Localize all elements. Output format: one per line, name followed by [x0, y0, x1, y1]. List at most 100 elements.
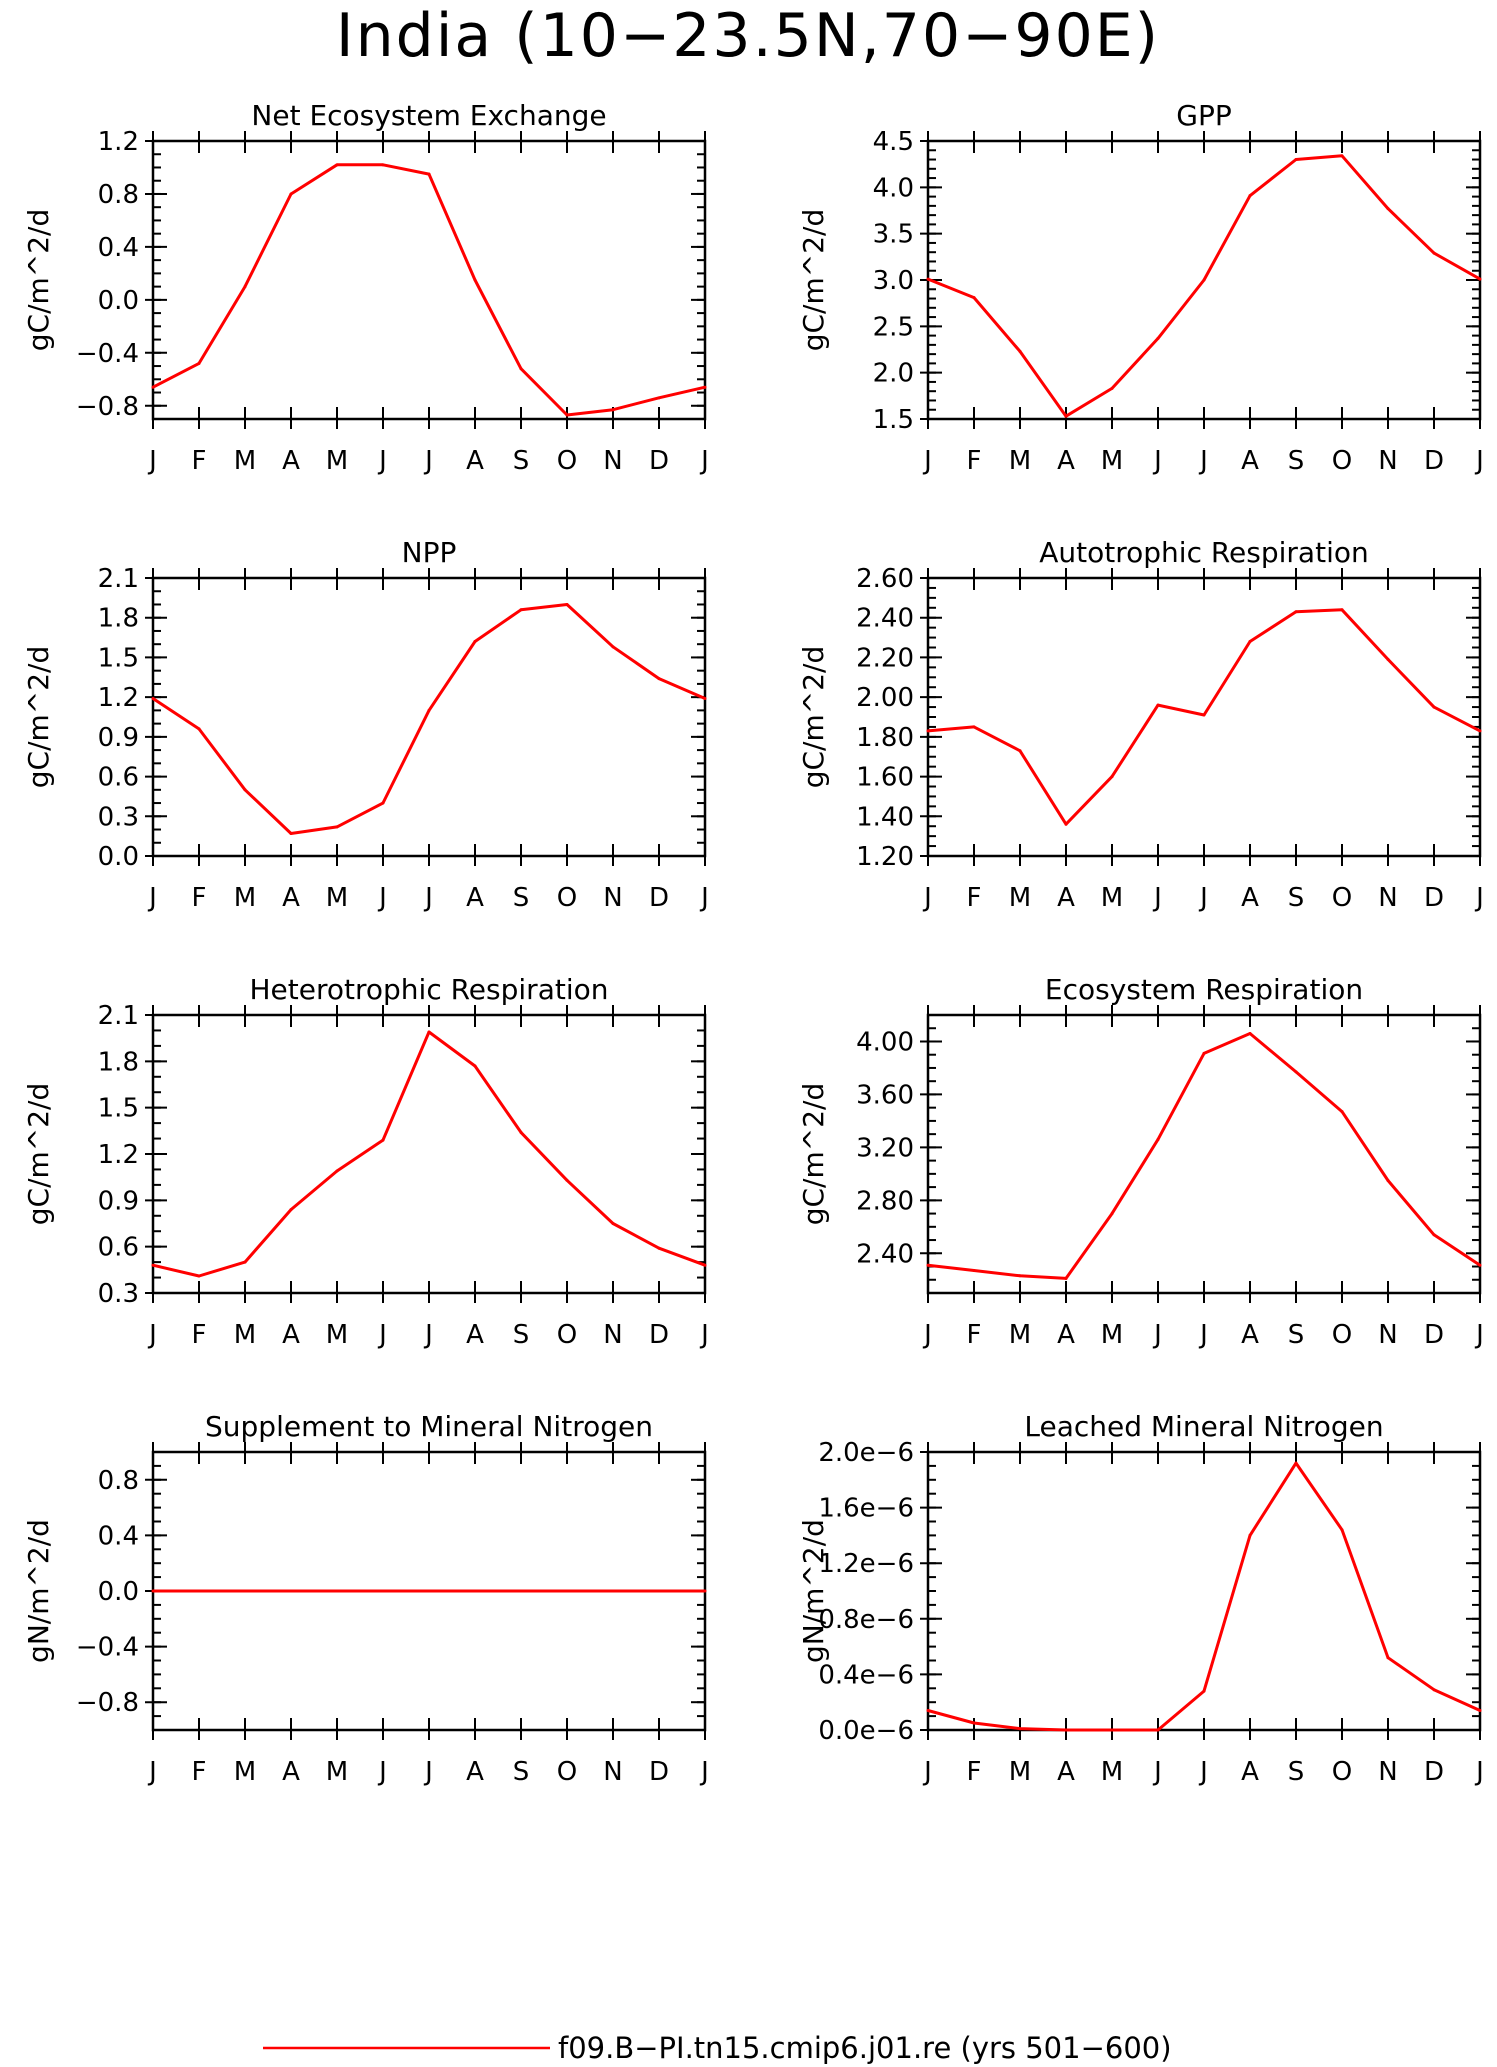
x-tick-label: M — [1101, 883, 1123, 913]
x-tick-label: J — [1474, 1757, 1484, 1787]
x-tick-label: A — [282, 1320, 300, 1350]
y-axis-label: gC/m^2/d — [22, 209, 55, 352]
y-tick-label: 2.0e−6 — [818, 1438, 914, 1468]
panel-autotrophic-respiration: 1.201.401.601.802.002.202.402.60J F M A M J J A… — [797, 536, 1484, 913]
x-tick-label: S — [1288, 1757, 1305, 1787]
data-point — [1478, 729, 1482, 733]
data-point — [1432, 1688, 1436, 1692]
x-tick-label: J — [1198, 1320, 1208, 1350]
data-point — [427, 1030, 431, 1034]
x-tick-label: J — [922, 1757, 932, 1787]
x-tick-label: M — [326, 446, 348, 476]
x-tick-label: M — [326, 1757, 348, 1787]
x-tick-label: O — [557, 1320, 577, 1350]
y-tick-label: 3.60 — [856, 1080, 914, 1110]
data-point — [243, 1589, 247, 1593]
y-tick-label: 2.1 — [98, 1001, 139, 1031]
data-point — [1478, 277, 1482, 281]
data-point — [151, 696, 155, 700]
x-tick-label: A — [1057, 1757, 1075, 1787]
data-point — [1156, 1137, 1160, 1141]
x-tick-label: J — [1474, 1320, 1484, 1350]
data-point — [197, 727, 201, 731]
x-tick-label: D — [1424, 1757, 1444, 1787]
data-point — [151, 1263, 155, 1267]
x-tick-label: A — [466, 1757, 484, 1787]
y-tick-label: 3.20 — [856, 1133, 914, 1163]
legend: f09.B−PI.tn15.cmip6.j01.re (yrs 501−600) — [263, 2031, 1172, 2065]
x-tick-label: J — [1474, 883, 1484, 913]
data-point — [972, 296, 976, 300]
x-tick-label: N — [603, 1320, 622, 1350]
x-tick-label: O — [1332, 446, 1352, 476]
data-point — [1386, 657, 1390, 661]
data-point — [565, 413, 569, 417]
y-tick-label: 0.9 — [98, 1186, 139, 1216]
x-tick-label: J — [1198, 883, 1208, 913]
data-point — [611, 1222, 615, 1225]
x-tick-label: J — [377, 883, 387, 913]
x-tick-label: S — [513, 446, 530, 476]
x-tick-label: A — [466, 883, 484, 913]
x-tick-label: F — [967, 883, 982, 913]
data-point — [1340, 1528, 1344, 1532]
data-point — [473, 640, 477, 644]
data-point — [381, 801, 385, 805]
x-tick-label: M — [234, 1320, 256, 1350]
x-tick-label: F — [192, 883, 207, 913]
x-tick-label: S — [513, 883, 530, 913]
y-tick-label: 2.60 — [856, 564, 914, 594]
x-tick-label: N — [603, 446, 622, 476]
data-point — [289, 1589, 293, 1593]
data-point — [1478, 1263, 1482, 1267]
data-point — [335, 1589, 339, 1593]
x-tick-label: M — [326, 1320, 348, 1350]
data-point — [473, 1589, 477, 1593]
y-axis-label: gN/m^2/d — [22, 1519, 55, 1663]
x-tick-label: O — [1332, 1320, 1352, 1350]
plot-frame — [926, 576, 1482, 858]
x-tick-label: J — [1152, 446, 1162, 476]
y-tick-label: 2.40 — [856, 1239, 914, 1269]
data-point — [657, 1589, 661, 1593]
y-tick-label: 1.5 — [98, 643, 139, 673]
figure-title: India (10−23.5N,70−90E) — [336, 1, 1160, 71]
x-tick-label: S — [1288, 446, 1305, 476]
x-tick-label: J — [699, 1320, 709, 1350]
data-point — [1064, 822, 1068, 826]
x-tick-label: N — [1378, 1757, 1397, 1787]
x-tick-label: A — [1057, 1320, 1075, 1350]
data-point — [1064, 1276, 1068, 1280]
x-tick-label: J — [1152, 1757, 1162, 1787]
x-tick-label: M — [1009, 446, 1031, 476]
data-point — [1386, 207, 1390, 211]
data-point — [289, 831, 293, 835]
data-point — [972, 1268, 976, 1272]
y-tick-label: 4.5 — [873, 127, 914, 157]
data-point — [1432, 251, 1436, 255]
x-tick-label: J — [377, 1320, 387, 1350]
x-tick-label: N — [1378, 883, 1397, 913]
x-tick-label: M — [1009, 883, 1031, 913]
y-tick-label: 1.8 — [98, 604, 139, 634]
data-point — [565, 1589, 569, 1593]
x-tick-label: A — [466, 1320, 484, 1350]
data-point — [1478, 1709, 1482, 1713]
x-tick-label: J — [1198, 446, 1208, 476]
x-tick-label: O — [557, 883, 577, 913]
data-point — [565, 1178, 569, 1182]
panel-supplement-to-mineral-nitrogen: −0.8−0.40.00.40.8J F M A M J J A S O N D JSupplement… — [22, 1410, 709, 1787]
y-tick-label: 4.0 — [873, 173, 914, 203]
y-tick-label: 1.2e−6 — [818, 1549, 914, 1579]
x-tick-label: D — [649, 883, 669, 913]
y-tick-label: 1.2 — [98, 127, 139, 157]
data-point — [519, 608, 523, 612]
y-tick-label: 0.0 — [98, 286, 139, 316]
x-tick-label: J — [377, 446, 387, 476]
y-tick-label: 0.4e−6 — [818, 1660, 914, 1690]
x-tick-label: J — [423, 1757, 433, 1787]
x-tick-label: D — [1424, 1320, 1444, 1350]
y-tick-label: 2.1 — [98, 564, 139, 594]
y-tick-label: 2.20 — [856, 643, 914, 673]
data-point — [1018, 749, 1022, 753]
